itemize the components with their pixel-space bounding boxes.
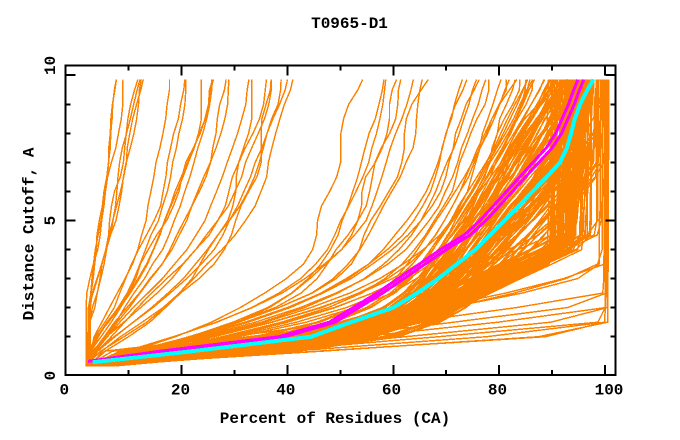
svg-text:Percent of Residues (CA): Percent of Residues (CA) — [220, 410, 450, 428]
svg-text:40: 40 — [276, 382, 295, 400]
svg-text:0: 0 — [42, 371, 60, 381]
svg-text:Distance Cutoff, A: Distance Cutoff, A — [21, 147, 39, 320]
svg-text:100: 100 — [595, 382, 624, 400]
svg-text:0: 0 — [59, 382, 69, 400]
svg-text:60: 60 — [382, 382, 401, 400]
svg-text:T0965-D1: T0965-D1 — [311, 15, 388, 33]
svg-text:5: 5 — [42, 216, 60, 226]
svg-text:80: 80 — [488, 382, 507, 400]
svg-text:20: 20 — [171, 382, 190, 400]
svg-text:10: 10 — [42, 56, 60, 75]
